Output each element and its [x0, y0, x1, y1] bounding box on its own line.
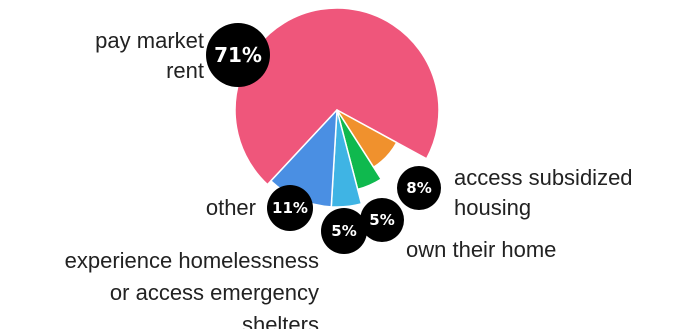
percentage-badge-homelessness-or-shelters: 5%: [321, 208, 367, 254]
category-label-homelessness-or-shelters: experience homelessness or access emergen…: [65, 248, 319, 329]
percentage-badge-other: 11%: [267, 185, 313, 231]
percentage-badge-pay-market-rent: 71%: [206, 23, 270, 87]
category-label-other: other: [206, 195, 256, 220]
pie-slice-pay-market-rent: [234, 7, 440, 186]
category-labels: pay market rent access subsidized housing ow…: [65, 28, 633, 329]
badge-circle: [397, 166, 441, 210]
percentage-badge-access-subsidized-housing: 8%: [397, 166, 441, 210]
category-label-line: access subsidized: [454, 165, 633, 190]
badge-circle: [206, 23, 270, 87]
category-label-line: housing: [454, 195, 531, 220]
category-label-line: experience homelessness: [65, 248, 319, 273]
percentage-badge-own-their-home: 5%: [360, 198, 404, 242]
data-label: 8%: [406, 179, 431, 197]
badge-circle: [321, 208, 367, 254]
category-label-line: rent: [166, 58, 204, 83]
percentage-badges: 71% 8% 5% 5% 11%: [206, 23, 441, 254]
badge-circle: [267, 185, 313, 231]
category-label-line: or access emergency: [110, 280, 319, 305]
category-label-line: own their home: [406, 237, 556, 262]
category-label-line: shelters: [242, 312, 319, 329]
badge-circle: [360, 198, 404, 242]
pie-slices: [234, 7, 440, 208]
category-label-line: pay market: [95, 28, 204, 53]
category-label-access-subsidized-housing: access subsidized housing: [454, 165, 633, 220]
category-label-own-their-home: own their home: [406, 237, 556, 262]
data-label: 11%: [272, 199, 308, 217]
category-label-pay-market-rent: pay market rent: [95, 28, 204, 83]
data-label: 71%: [214, 43, 262, 67]
data-label: 5%: [369, 211, 394, 229]
category-label-line: other: [206, 195, 256, 220]
data-label: 5%: [331, 222, 356, 240]
